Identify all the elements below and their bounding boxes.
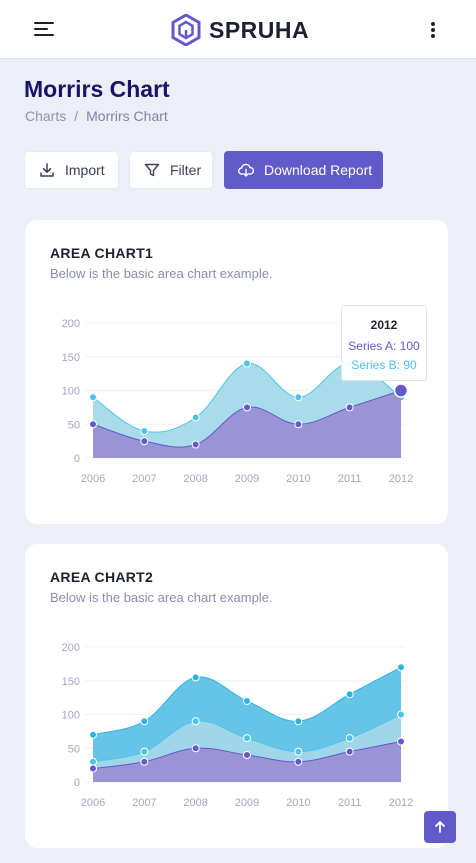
hamburger-menu-icon[interactable] xyxy=(34,21,56,37)
chart-2-title: AREA CHART2 xyxy=(50,569,154,585)
x-tick-label: 2010 xyxy=(286,473,310,485)
breadcrumb-item-current: Morrirs Chart xyxy=(86,108,168,124)
data-point[interactable] xyxy=(294,757,303,766)
data-point[interactable] xyxy=(140,427,149,435)
data-point[interactable] xyxy=(243,734,251,743)
area-chart-1[interactable]: 0 50 100 150 200 2006 2007 2008 2009 2010 2011 2012 xyxy=(25,220,448,524)
data-point[interactable] xyxy=(140,717,149,726)
x-tick-label: 2009 xyxy=(235,473,259,485)
filter-funnel-icon xyxy=(144,163,160,177)
y-tick-label: 150 xyxy=(62,676,80,688)
x-tick-label: 2008 xyxy=(183,473,207,485)
download-report-button[interactable]: Download Report xyxy=(224,151,383,189)
data-point[interactable] xyxy=(345,403,354,412)
data-point[interactable] xyxy=(393,383,409,398)
area-chart-2-card: AREA CHART2 Below is the basic area char… xyxy=(25,544,448,848)
brand-logo[interactable]: SPRUHA xyxy=(171,14,309,46)
data-point[interactable] xyxy=(89,393,97,402)
area-chart-2[interactable]: 0 50 100 150 200 2006 2007 2008 2009 2010 2011 2012 xyxy=(25,544,448,848)
area-chart-1-card: AREA CHART1 Below is the basic area char… xyxy=(25,220,448,524)
app-header: SPRUHA xyxy=(0,0,476,59)
data-point[interactable] xyxy=(140,437,149,446)
scroll-to-top-button[interactable] xyxy=(424,811,456,843)
data-point[interactable] xyxy=(191,744,200,753)
data-point[interactable] xyxy=(345,734,354,743)
x-tick-label: 2008 xyxy=(183,797,207,809)
chart-1-subtitle: Below is the basic area chart example. xyxy=(50,266,273,281)
y-tick-label: 50 xyxy=(68,419,80,431)
x-tick-label: 2012 xyxy=(389,473,413,485)
x-tick-label: 2010 xyxy=(286,797,310,809)
y-tick-label: 150 xyxy=(62,352,80,364)
data-point[interactable] xyxy=(345,747,354,756)
chart-2-subtitle: Below is the basic area chart example. xyxy=(50,590,273,605)
x-tick-label: 2011 xyxy=(338,797,362,809)
series-area xyxy=(93,390,401,458)
y-tick-label: 100 xyxy=(62,710,80,722)
vertical-dots-icon[interactable] xyxy=(428,21,438,39)
data-point[interactable] xyxy=(191,413,200,422)
breadcrumb-separator: / xyxy=(74,108,79,124)
filter-button[interactable]: Filter xyxy=(129,151,213,189)
data-point[interactable] xyxy=(243,697,251,705)
data-point[interactable] xyxy=(243,359,251,368)
data-point[interactable] xyxy=(191,717,200,726)
chart-1-tooltip: 2012 Series A: 100 Series B: 90 xyxy=(341,305,427,381)
y-tick-label: 200 xyxy=(62,318,80,330)
breadcrumb: Charts / Morrirs Chart xyxy=(25,108,168,124)
page-title: Morrirs Chart xyxy=(24,76,170,102)
data-point[interactable] xyxy=(140,757,149,766)
data-point[interactable] xyxy=(89,757,97,766)
data-point[interactable] xyxy=(397,710,405,719)
spruha-logo-icon xyxy=(171,14,201,46)
x-tick-label: 2006 xyxy=(81,797,105,809)
series-area xyxy=(93,741,401,782)
filter-button-label: Filter xyxy=(170,162,202,178)
x-tick-label: 2006 xyxy=(81,473,105,485)
tooltip-series-b: Series B: 90 xyxy=(351,358,417,372)
data-point[interactable] xyxy=(243,403,251,412)
brand-name: SPRUHA xyxy=(209,16,310,43)
y-tick-label: 0 xyxy=(74,777,80,789)
tooltip-series-a: Series A: 100 xyxy=(348,339,420,353)
data-point[interactable] xyxy=(191,673,200,682)
data-point[interactable] xyxy=(294,717,303,726)
x-tick-label: 2012 xyxy=(389,797,413,809)
y-tick-label: 200 xyxy=(62,642,80,654)
data-point[interactable] xyxy=(397,663,405,672)
data-point[interactable] xyxy=(345,690,354,699)
import-button[interactable]: Import xyxy=(24,151,119,189)
import-button-label: Import xyxy=(65,162,105,178)
data-point[interactable] xyxy=(294,420,303,429)
download-tray-icon xyxy=(40,163,54,177)
y-tick-label: 100 xyxy=(62,386,80,398)
download-report-label: Download Report xyxy=(264,162,373,178)
x-tick-label: 2009 xyxy=(235,797,259,809)
y-tick-label: 50 xyxy=(68,743,80,755)
data-point[interactable] xyxy=(89,420,97,429)
data-point[interactable] xyxy=(294,747,303,756)
breadcrumb-item-charts[interactable]: Charts xyxy=(25,108,67,124)
x-tick-label: 2007 xyxy=(132,473,156,485)
data-point[interactable] xyxy=(89,764,97,773)
data-point[interactable] xyxy=(243,751,251,759)
y-tick-label: 0 xyxy=(74,453,80,465)
data-point[interactable] xyxy=(89,730,97,739)
x-tick-label: 2011 xyxy=(338,473,362,485)
tooltip-title: 2012 xyxy=(370,318,398,332)
data-point[interactable] xyxy=(191,440,200,449)
arrow-up-icon xyxy=(435,821,445,833)
cloud-download-icon xyxy=(238,163,254,177)
data-point[interactable] xyxy=(397,737,405,746)
chart-1-title: AREA CHART1 xyxy=(50,245,154,261)
data-point[interactable] xyxy=(140,747,149,756)
data-point[interactable] xyxy=(294,393,303,402)
x-tick-label: 2007 xyxy=(132,797,156,809)
